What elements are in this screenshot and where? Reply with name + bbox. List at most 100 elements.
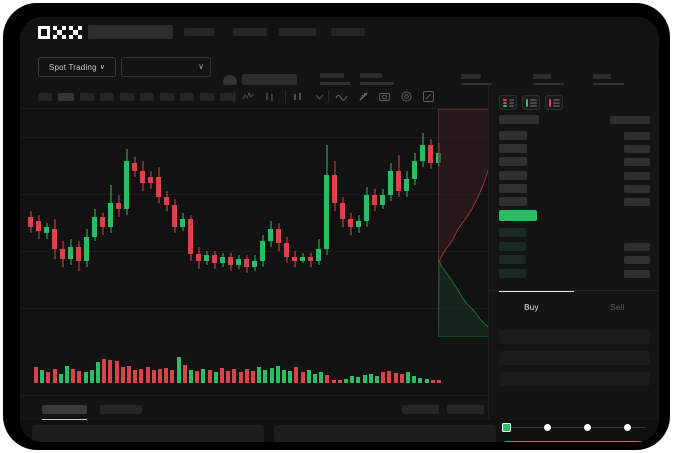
volume-bar [399, 374, 404, 383]
orderbook-bid-row[interactable] [499, 241, 526, 251]
candle [212, 109, 217, 337]
stat-label [461, 74, 481, 79]
orderbook-ask-row[interactable] [499, 197, 527, 206]
tab-order-history[interactable] [100, 405, 142, 414]
bottom-panel-left[interactable] [32, 425, 264, 442]
order-total-input[interactable] [499, 372, 650, 386]
orderbook-ask-qty [624, 132, 650, 140]
volume-bar [77, 371, 82, 383]
stepper-step-1-active[interactable] [502, 423, 511, 432]
orderbook-bid-qty [624, 256, 650, 264]
volume-bar [151, 370, 156, 383]
timeframe-button-1[interactable] [38, 93, 52, 101]
timeframe-button-10[interactable] [220, 93, 236, 101]
timeframe-button-5[interactable] [120, 93, 134, 101]
candlestick-icon[interactable] [264, 90, 277, 103]
volume-bar [226, 371, 231, 383]
orderbook-spread-row[interactable] [499, 210, 537, 221]
orderbook-ask-row[interactable] [499, 183, 527, 193]
volume-bar [313, 374, 317, 383]
settings-icon[interactable] [400, 90, 413, 103]
candle [348, 109, 353, 337]
candle [116, 109, 121, 337]
candle [188, 109, 193, 337]
bottom-panel-right[interactable] [274, 425, 496, 442]
chart-gridline [20, 308, 488, 309]
candle [140, 109, 145, 337]
candle [340, 109, 345, 337]
orderbook-ask-row[interactable] [499, 131, 527, 140]
okx-logo[interactable] [38, 26, 82, 39]
candle [388, 109, 393, 337]
tab-open-orders[interactable] [42, 405, 87, 414]
wave-indicator-icon[interactable] [335, 90, 348, 103]
volume-bar [139, 369, 144, 383]
orderbook-asks-icon[interactable] [545, 95, 563, 110]
primary-cta-button[interactable] [504, 441, 659, 442]
candle [84, 109, 89, 337]
volume-bar [375, 376, 379, 383]
candle [404, 109, 409, 337]
volume-bar [232, 369, 237, 383]
timeframe-button-4[interactable] [100, 93, 114, 101]
volume-bar [337, 380, 342, 383]
orderbook-bid-row[interactable] [499, 255, 526, 264]
volume-bar [437, 380, 441, 383]
tab-filter[interactable] [402, 405, 439, 414]
timeframe-button-9[interactable] [200, 93, 214, 101]
volume-bar [213, 372, 218, 383]
chevron-down-icon[interactable] [313, 90, 326, 103]
candle [372, 109, 377, 337]
global-search-input[interactable] [88, 25, 173, 39]
onboarding-stepper[interactable] [498, 420, 653, 436]
orderbook-bid-row[interactable] [499, 228, 526, 237]
timeframe-button-8[interactable] [180, 93, 194, 101]
trading-pair-selector[interactable]: ∨ [121, 57, 211, 77]
timeframe-button-7[interactable] [160, 93, 174, 101]
orderbook-ask-row[interactable] [499, 157, 527, 167]
tab-sell[interactable]: Sell [610, 303, 625, 312]
candle [356, 109, 361, 337]
ruler-icon[interactable] [357, 90, 370, 103]
line-chart-icon[interactable] [242, 90, 255, 103]
candle [132, 109, 137, 337]
nav-item-earn[interactable] [278, 28, 316, 36]
volume-bar [300, 372, 305, 383]
fullscreen-icon[interactable] [422, 90, 435, 103]
timeframe-button-6[interactable] [140, 93, 154, 101]
orderbook-ask-row[interactable] [499, 170, 527, 180]
candle [76, 109, 81, 337]
volume-bar [387, 371, 392, 383]
timeframe-button-3[interactable] [80, 93, 94, 101]
timeframe-button-2[interactable] [58, 93, 74, 101]
tab-buy[interactable]: Buy [524, 303, 539, 312]
candle [364, 109, 369, 337]
candle [108, 109, 113, 337]
volume-bar [46, 372, 51, 383]
bar-chart-icon[interactable] [292, 90, 305, 103]
candle [324, 109, 329, 337]
candle [428, 109, 433, 337]
candle [100, 109, 105, 337]
candle [204, 109, 209, 337]
stepper-step-4[interactable] [624, 424, 631, 431]
volume-bar [158, 369, 162, 383]
candle [124, 109, 129, 337]
nav-item-markets[interactable] [233, 28, 267, 36]
candle [396, 109, 401, 337]
camera-icon[interactable] [378, 90, 391, 103]
order-amount-input[interactable] [499, 351, 650, 365]
orderbook-both-icon[interactable] [499, 95, 517, 110]
candlestick-chart[interactable] [20, 109, 488, 337]
nav-item-more[interactable] [331, 28, 365, 36]
orderbook-bid-row[interactable] [499, 268, 526, 278]
orderbook-ask-row[interactable] [499, 144, 527, 154]
market-mode-selector[interactable]: Spot Trading ∨ [38, 57, 116, 77]
stepper-step-3[interactable] [584, 424, 591, 431]
stepper-step-2[interactable] [544, 424, 551, 431]
tab-hide-other-pairs[interactable] [447, 405, 484, 414]
order-price-input[interactable] [499, 330, 650, 344]
nav-item-trade[interactable] [184, 28, 214, 36]
orderbook-bids-icon[interactable] [522, 95, 540, 110]
volume-bar [102, 359, 107, 383]
